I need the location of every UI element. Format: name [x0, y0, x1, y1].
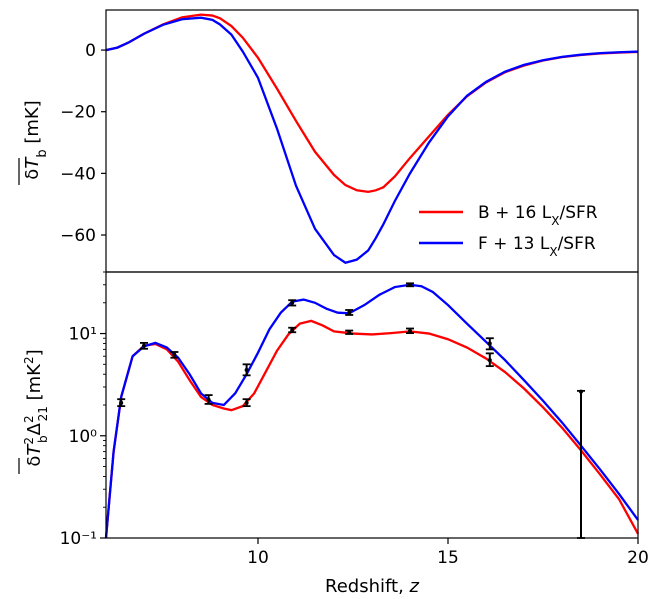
error-bar: [242, 363, 251, 377]
error-bar: [204, 394, 213, 405]
error-bar: [288, 326, 297, 334]
bottom-ytick-label: 10⁻¹: [60, 529, 97, 549]
top-y-axis-label: δTb [mK]: [22, 100, 50, 179]
error-bar: [345, 309, 354, 316]
top-ytick-label: −20: [60, 103, 96, 123]
error-bar: [406, 282, 414, 288]
error-bar: [117, 398, 126, 408]
error-bar: [345, 329, 354, 335]
top-ytick-label: −40: [60, 164, 96, 184]
x-axis-label: Redshift, z: [325, 576, 420, 597]
bottom-y-axis-label: δT2bΔ221 [mK2]: [22, 349, 50, 466]
xtick-label: 20: [627, 548, 649, 568]
bottom-ytick-label: 10¹: [69, 325, 97, 345]
error-bar: [170, 351, 179, 359]
bottom-series-line-1: [104, 319, 640, 539]
error-bar: [288, 299, 297, 307]
error-bar: [485, 352, 494, 368]
bottom-ytick-label: 10⁰: [69, 427, 98, 447]
top-ytick-label: 0: [85, 41, 96, 61]
xtick-label: 15: [437, 548, 459, 568]
bottom-panel: 10⁻¹ 10⁰ 10¹ 10 15 20 δT2bΔ221 [mK2] Redshif…: [18, 271, 649, 597]
xtick-label: 10: [247, 548, 269, 568]
top-ytick-label: −60: [60, 226, 96, 246]
top-series-line-2: [105, 16, 639, 264]
error-bar: [406, 327, 414, 335]
error-bar: [140, 342, 148, 350]
error-bar: [485, 337, 494, 351]
error-bar: [242, 398, 251, 408]
top-panel: 0−20−40−60 δTb [mK] B + 16 LX/SFR F + 13…: [18, 9, 639, 273]
